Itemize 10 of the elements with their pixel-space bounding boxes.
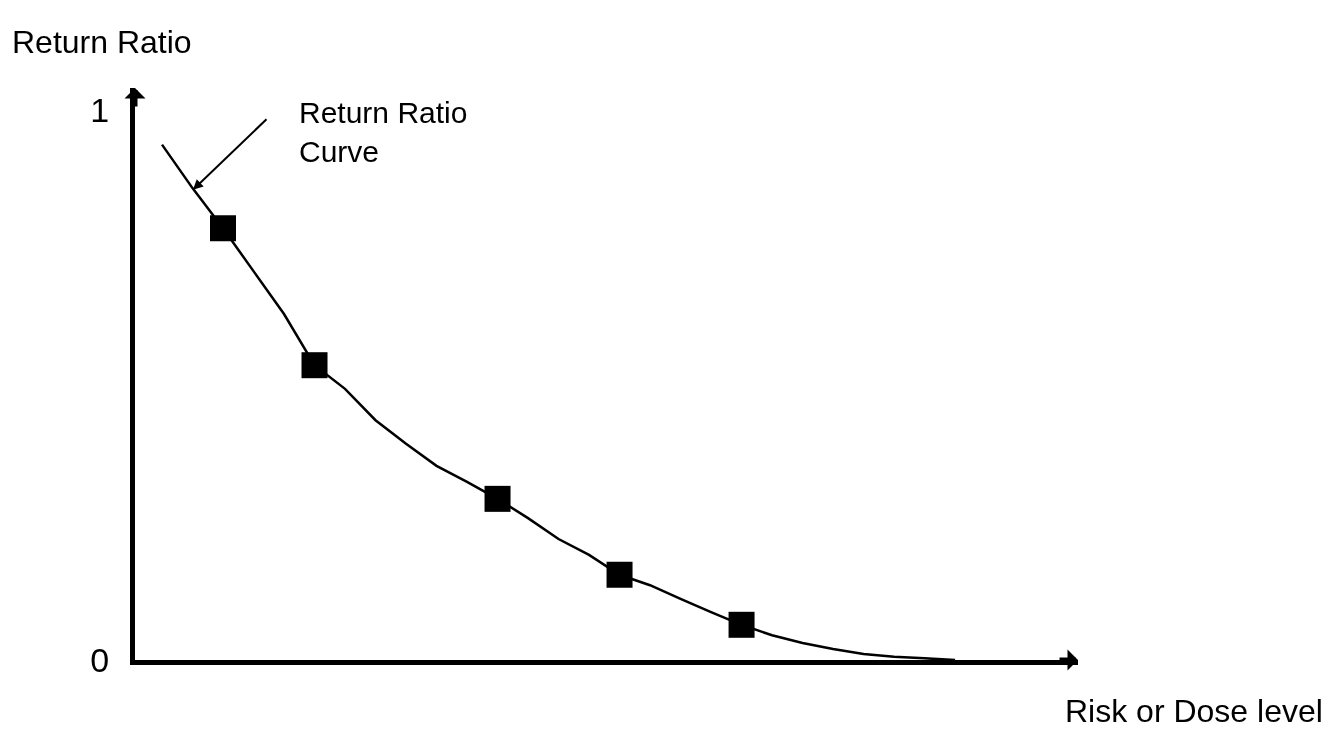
y-axis-title: Return Ratio: [12, 24, 192, 60]
y-tick-label: 1: [90, 90, 110, 129]
annotation: Return Ratio Curve: [299, 96, 468, 168]
point: [301, 352, 328, 379]
point: [484, 485, 511, 512]
point: [210, 215, 236, 242]
point: [606, 561, 633, 588]
point: [728, 611, 755, 638]
x-axis-title: Risk or Dose level: [1065, 693, 1323, 729]
y-tick-label: 0: [90, 640, 110, 679]
